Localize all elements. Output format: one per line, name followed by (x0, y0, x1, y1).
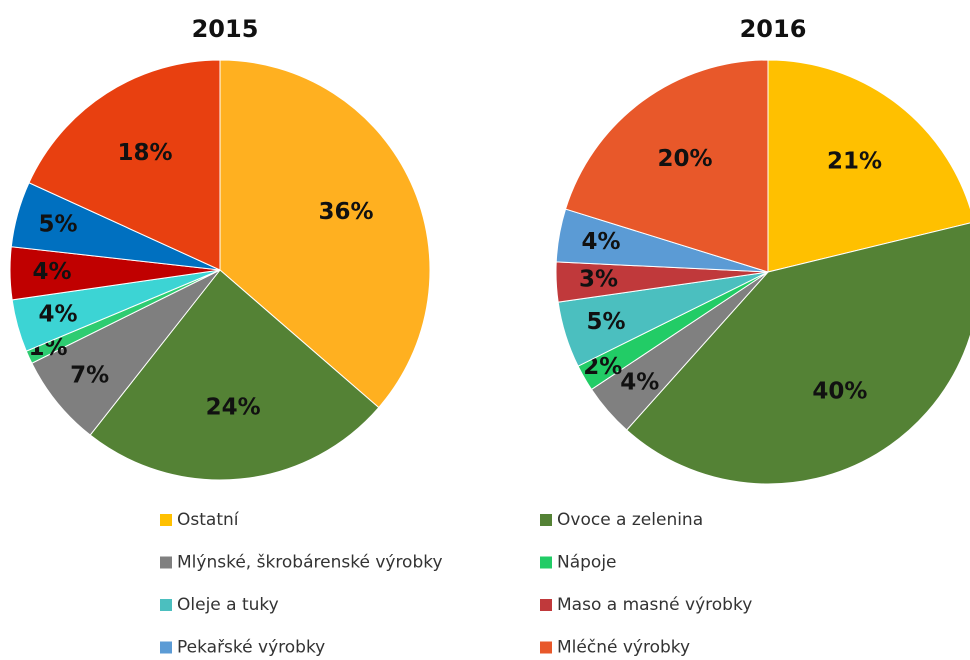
pie-slice (28, 59, 221, 271)
legend-swatch (540, 641, 552, 654)
data-label: 18% (118, 140, 173, 166)
data-label: 4% (39, 301, 78, 327)
legend-swatch (540, 514, 552, 526)
pie-slice (564, 59, 769, 273)
chart-title: 2015 (192, 15, 259, 43)
data-label: 7% (70, 362, 109, 388)
pie-slice (767, 59, 970, 273)
legend-swatch (540, 599, 552, 611)
pie-slice (219, 59, 431, 409)
legend-label: Nápoje (557, 553, 617, 573)
data-label: 5% (587, 309, 626, 335)
legend-label: Ovoce a zelenina (557, 510, 703, 530)
legend-swatch (160, 514, 172, 526)
legend-label: Oleje a tuky (177, 595, 279, 615)
legend-label: Mlýnské, škrobárenské výrobky (177, 553, 443, 573)
data-label: 4% (620, 370, 659, 396)
data-label: 4% (581, 229, 620, 255)
legend-swatch (540, 556, 552, 569)
data-label: 24% (206, 394, 261, 420)
legend-label: Ostatní (177, 510, 240, 530)
pie-slice (89, 269, 380, 481)
data-label: 5% (39, 212, 78, 238)
data-label: 3% (579, 267, 618, 293)
legend-swatch (160, 556, 172, 569)
data-label: 21% (827, 149, 882, 175)
chart-title: 2016 (740, 15, 807, 43)
legend-swatch (160, 641, 172, 654)
pie-slice (625, 222, 970, 485)
data-label: 4% (32, 259, 71, 285)
data-label: 20% (658, 146, 713, 172)
legend-label: Pekařské výrobky (177, 638, 325, 658)
data-label: 40% (812, 379, 867, 405)
legend-swatch (160, 599, 172, 611)
legend-label: Mléčné výrobky (557, 638, 690, 658)
data-label: 36% (319, 199, 374, 225)
legend-label: Maso a masné výrobky (557, 595, 752, 615)
